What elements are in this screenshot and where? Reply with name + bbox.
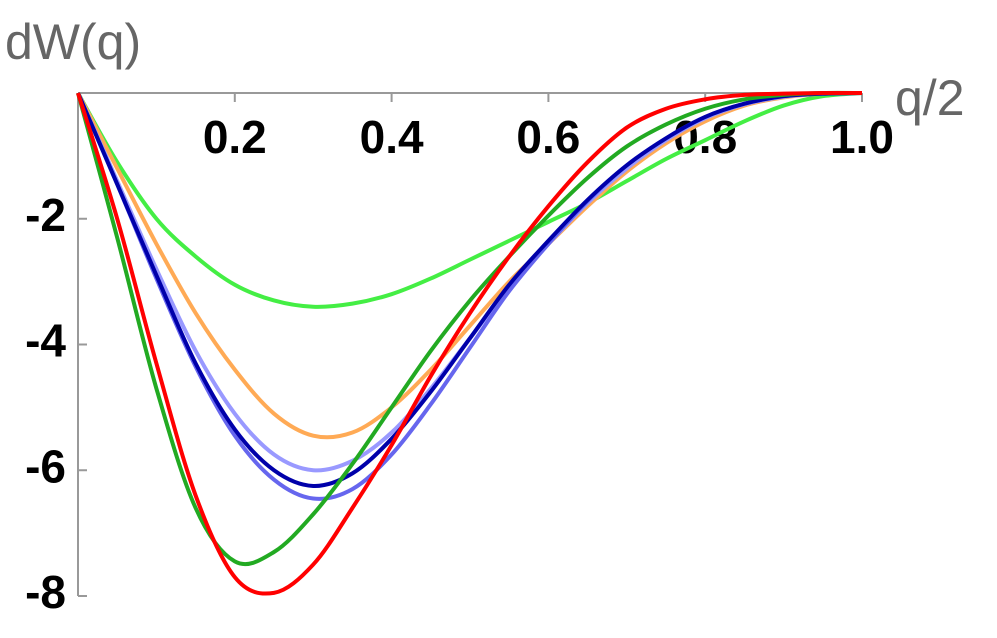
line-series [76, 90, 863, 567]
x-tick-label: 0.6 [516, 111, 580, 163]
x-tick-label: 0.2 [203, 111, 267, 163]
y-axis-title: dW(q) [5, 14, 141, 70]
y-tick-label: -2 [25, 189, 66, 241]
line-series [76, 91, 863, 440]
line-series [76, 91, 863, 501]
x-tick-label: 0.4 [360, 111, 424, 163]
y-tick-label: -6 [25, 440, 66, 492]
y-tick-label: -8 [25, 566, 66, 618]
line-series [76, 91, 863, 473]
x-axis-title: q/2 [895, 70, 965, 126]
line-series [76, 90, 863, 596]
line-series [76, 91, 863, 488]
y-tick-label: -4 [25, 315, 66, 367]
x-tick-label: 1.0 [830, 111, 894, 163]
line-series [76, 91, 863, 309]
